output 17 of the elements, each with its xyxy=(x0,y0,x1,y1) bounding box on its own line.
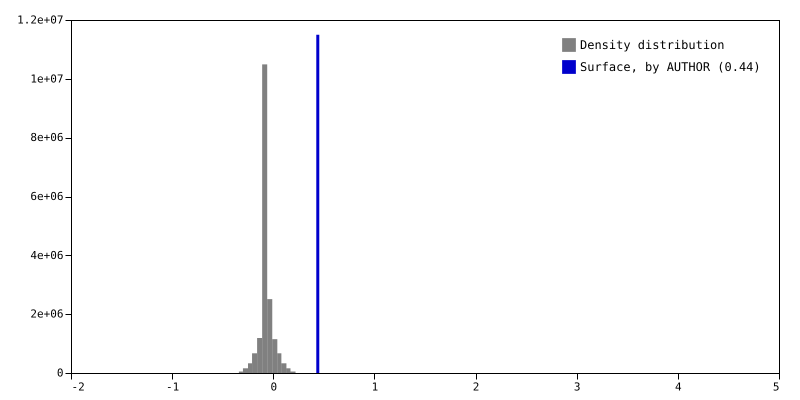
y-tick-label: 1.2e+07 xyxy=(17,14,64,26)
x-tick-label: 4 xyxy=(675,380,682,394)
x-tick-label: 5 xyxy=(772,380,780,394)
x-tick-label: 0 xyxy=(270,380,278,394)
legend-label: Density distribution xyxy=(580,38,724,52)
y-tick-label: 2e+06 xyxy=(30,308,64,321)
y-tick-label: 0 xyxy=(56,366,64,380)
x-tick-label: 1 xyxy=(372,380,378,394)
x-tick-label: -1 xyxy=(166,380,180,394)
x-tick-label: 2 xyxy=(472,380,480,394)
y-tick-label: 4e+06 xyxy=(30,248,64,262)
x-tick-label: -2 xyxy=(72,380,85,394)
legend-label: Surface, by AUTHOR (0.44) xyxy=(580,60,761,74)
y-tick-label: 1e+07 xyxy=(30,72,64,86)
y-tick-label: 8e+06 xyxy=(30,131,64,144)
x-tick-label: 3 xyxy=(574,380,581,394)
y-tick-label: 6e+06 xyxy=(30,190,64,203)
